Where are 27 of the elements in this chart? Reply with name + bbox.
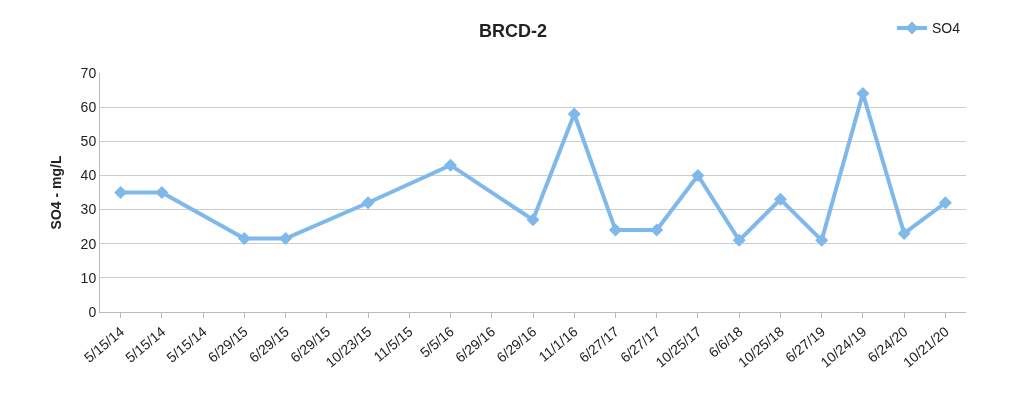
point bbox=[691, 168, 705, 182]
point bbox=[567, 107, 581, 121]
point bbox=[732, 233, 746, 247]
point bbox=[155, 186, 169, 199]
point bbox=[608, 223, 622, 237]
y-tick-label: 20 bbox=[80, 235, 97, 252]
point bbox=[526, 213, 540, 227]
point bbox=[361, 196, 375, 210]
y-tick-label: 10 bbox=[80, 269, 97, 286]
chart-title: BRCD-2 bbox=[478, 21, 548, 42]
y-axis-title: SO4 - mg/L bbox=[48, 155, 65, 230]
y-tick-label: 30 bbox=[80, 201, 97, 218]
y-tick-label: 60 bbox=[80, 99, 97, 116]
point bbox=[897, 226, 911, 240]
point bbox=[773, 192, 787, 206]
point bbox=[815, 233, 829, 247]
point bbox=[114, 186, 128, 199]
legend-label: SO4 bbox=[932, 20, 961, 37]
point bbox=[650, 223, 664, 237]
point bbox=[237, 232, 251, 246]
point bbox=[444, 158, 458, 172]
y-tick-label: 0 bbox=[88, 303, 97, 320]
y-tick-label: 70 bbox=[80, 64, 97, 81]
y-tick-label: 40 bbox=[80, 167, 97, 184]
point bbox=[279, 232, 293, 246]
point bbox=[938, 196, 952, 210]
y-tick-label: 50 bbox=[80, 133, 97, 150]
